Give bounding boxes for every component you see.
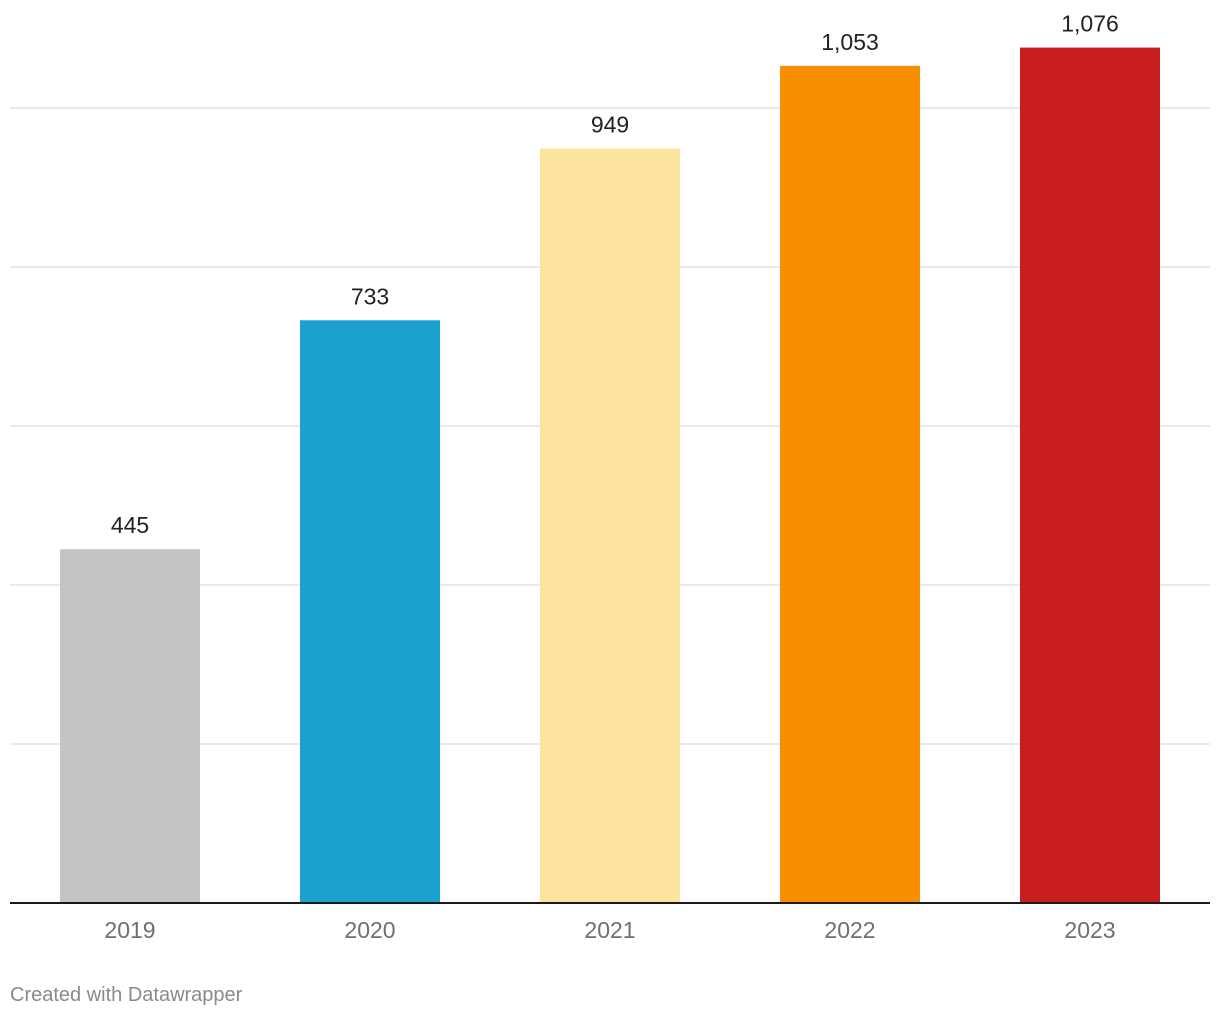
- bar-2022: [780, 65, 920, 904]
- data-label-2022: 1,053: [821, 29, 879, 55]
- x-axis-tick-labels: 2019 2020 2021 2022 2023: [104, 917, 1115, 943]
- x-tick-label-2020: 2020: [344, 917, 395, 943]
- data-label-2020: 733: [351, 283, 389, 309]
- datawrapper-credit: Created with Datawrapper: [10, 984, 243, 1006]
- bar-2023: [1020, 47, 1160, 903]
- data-label-2019: 445: [111, 512, 149, 538]
- bar-chart: 445 733 949 1,053 1,076 2019 2020 2021 2022 2023: [10, 11, 1210, 943]
- x-tick-label-2022: 2022: [824, 917, 875, 943]
- x-tick-label-2023: 2023: [1064, 917, 1115, 943]
- bar-2020: [300, 320, 440, 903]
- bar-2019: [60, 549, 200, 903]
- x-tick-label-2019: 2019: [104, 917, 155, 943]
- x-tick-label-2021: 2021: [584, 917, 635, 943]
- data-labels: 445 733 949 1,053 1,076: [111, 11, 1119, 539]
- data-label-2021: 949: [591, 112, 629, 138]
- bars: [60, 47, 1160, 904]
- bar-2021: [540, 148, 680, 904]
- data-label-2023: 1,076: [1061, 11, 1119, 37]
